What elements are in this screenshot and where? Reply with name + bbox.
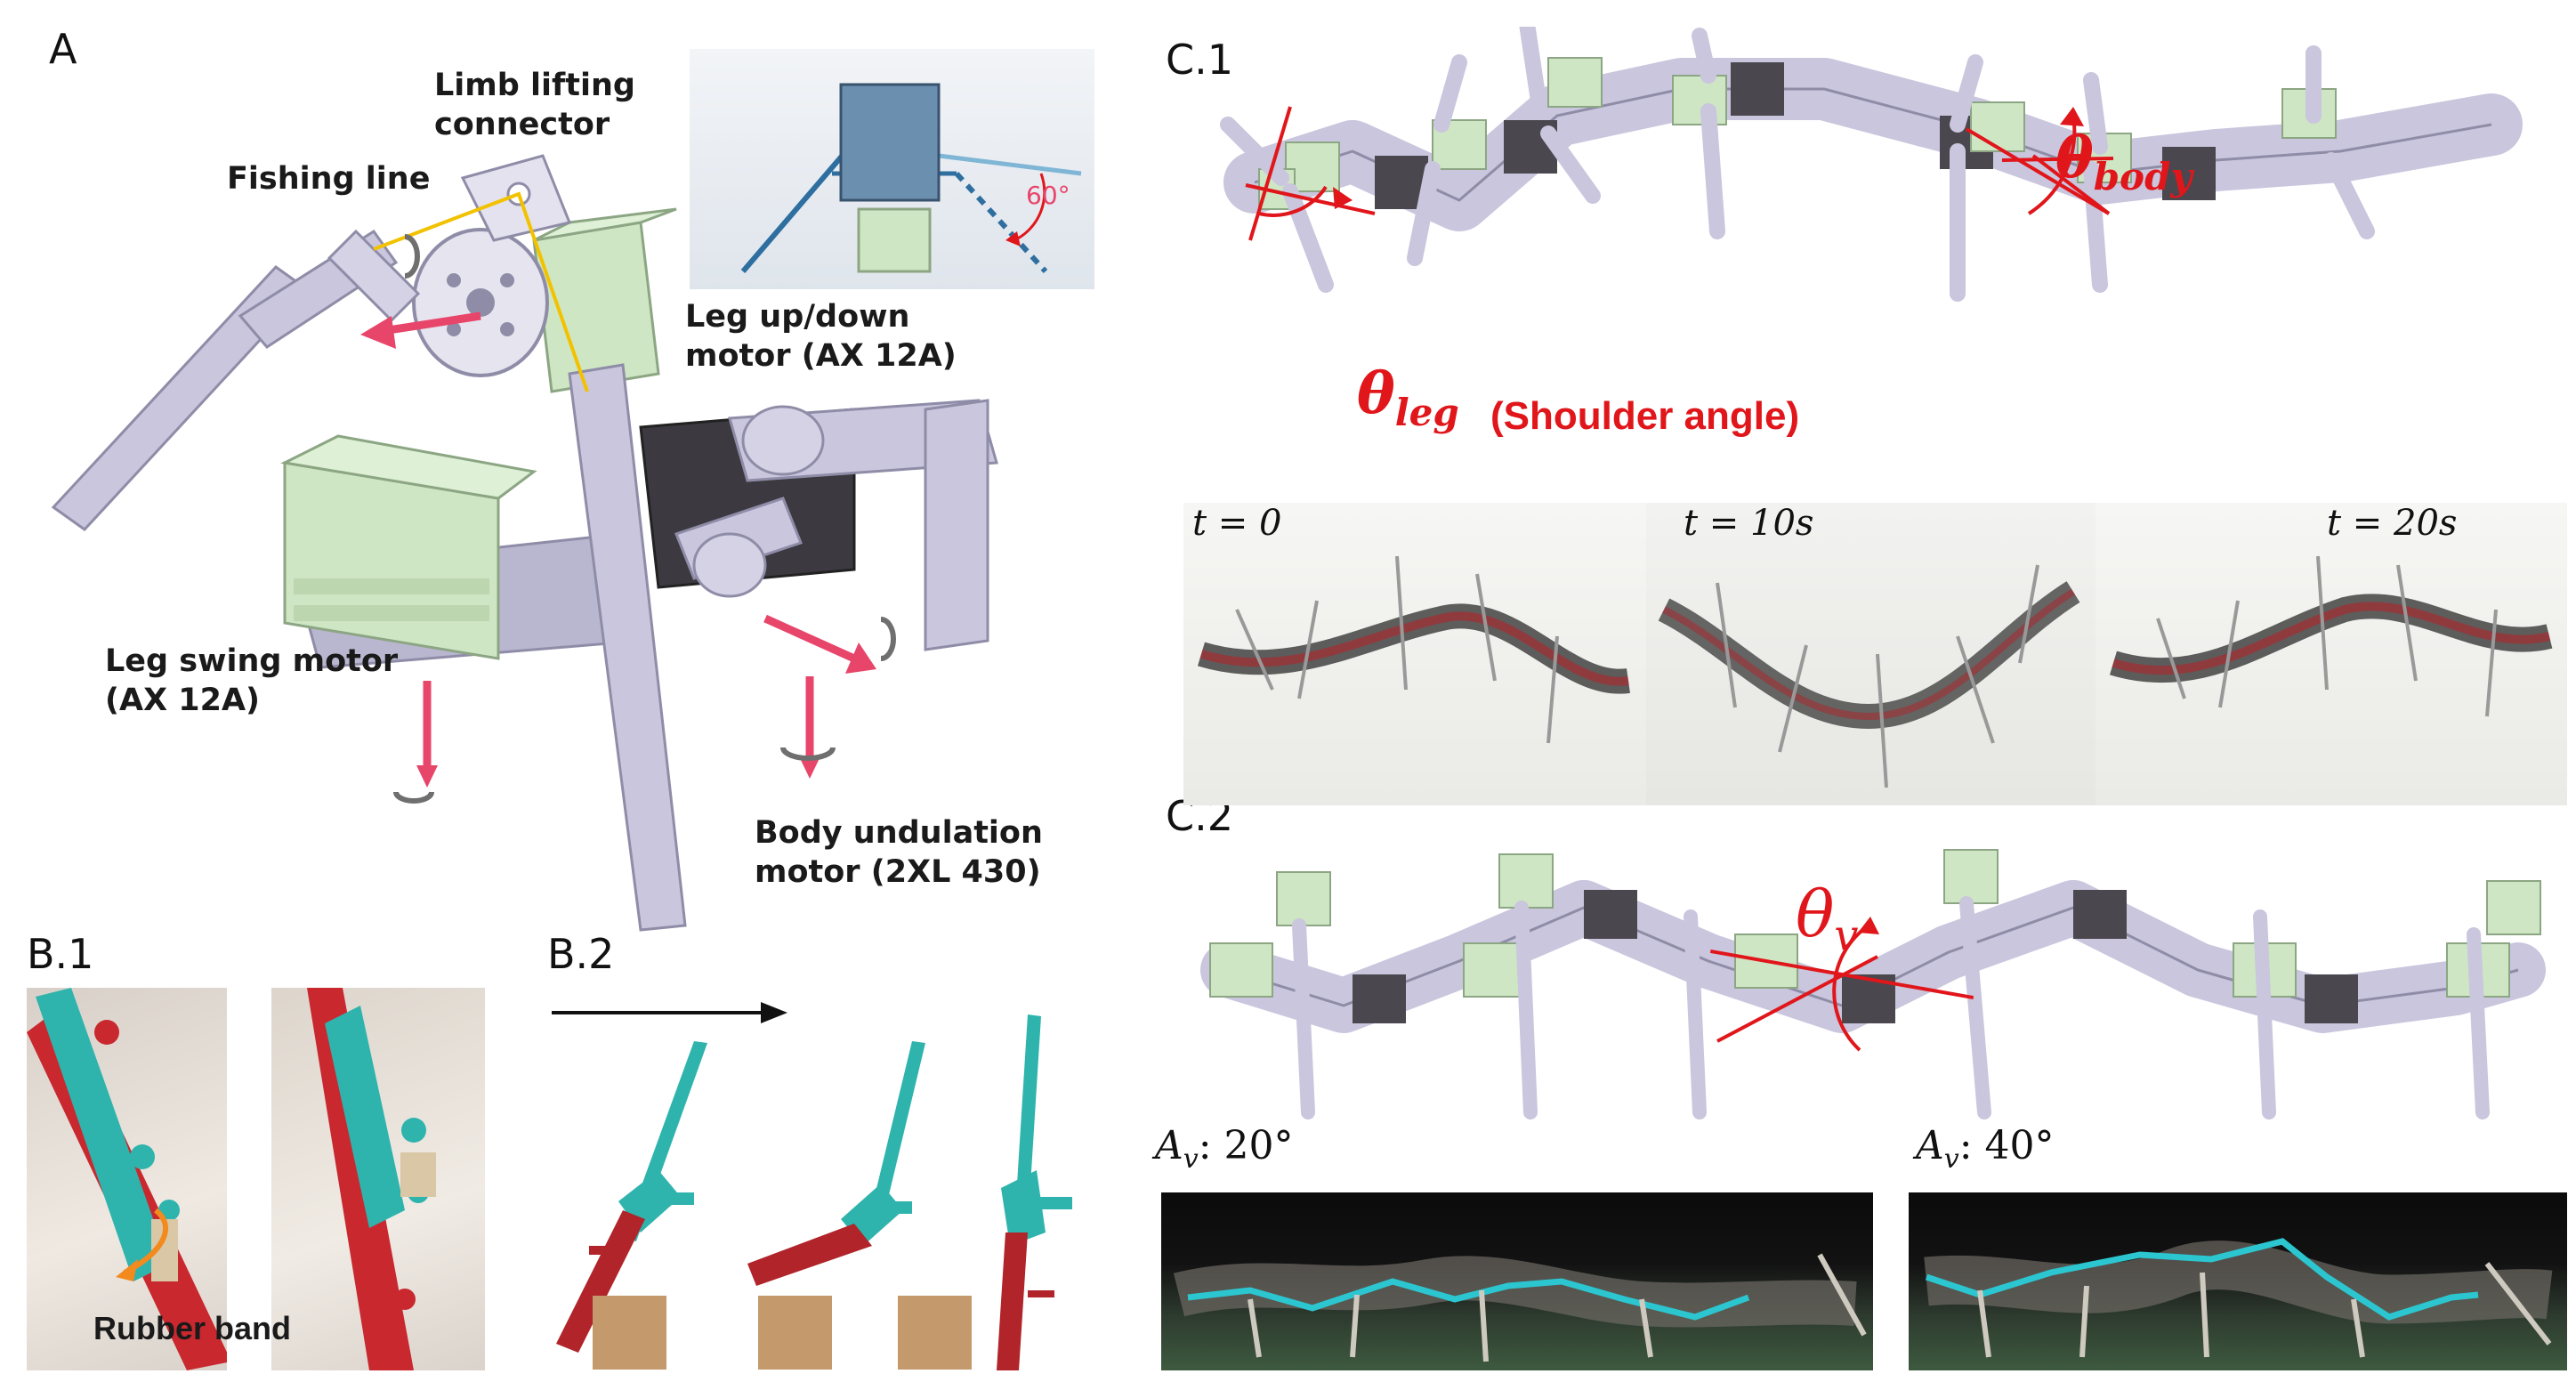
label-shoulder-angle: (Shoulder angle) [1490, 394, 1800, 438]
panel-label-b1: B.1 [27, 930, 94, 978]
panel-b2-illustration [534, 979, 1148, 1379]
c1-photo-t20 [2096, 503, 2567, 805]
time-label-0: t = 0 [1192, 503, 1282, 544]
b1-photo-left [27, 988, 227, 1370]
c2-photo-amplitude-20 [1161, 1192, 1873, 1370]
inset-leg-spread-image: 60° [690, 49, 1094, 289]
panel-label-a: A [49, 25, 77, 73]
theta-leg-label: θleg [1357, 360, 1459, 434]
c1-photo-t0 [1183, 503, 1646, 805]
leg-swing-motor-body [280, 434, 537, 660]
panel-a-illustration [0, 0, 1121, 943]
theta-leg-subscript: leg [1394, 390, 1459, 434]
b1-photo-right [271, 988, 485, 1370]
theta-v-label: θv [1796, 877, 1859, 961]
label-leg-up-down-motor: Leg up/down motor (AX 12A) [685, 299, 957, 374]
c2-robot-side-view [1166, 828, 2572, 1121]
label-rubber-band: Rubber band [93, 1310, 291, 1346]
label-fishing-line: Fishing line [227, 161, 431, 197]
amp-right-sub: v [1943, 1143, 1959, 1175]
theta-v-subscript: v [1834, 910, 1859, 961]
amp-left-sub: v [1183, 1143, 1199, 1175]
time-label-20s: t = 20s [2327, 503, 2458, 544]
b2-leg-2 [747, 1041, 925, 1370]
c2-photo-amplitude-40 [1909, 1192, 2567, 1370]
c1-photo-t10 [1646, 503, 2096, 805]
rotation-arrows [360, 311, 876, 788]
panel-label-c1: C.1 [1166, 36, 1234, 84]
b2-leg-3 [898, 1014, 1072, 1370]
amplitude-right-label: Av: 40° [1916, 1123, 2055, 1175]
inset-angle-label: 60° [1026, 181, 1070, 210]
panel-label-b2: B.2 [547, 930, 615, 978]
theta-body-label: θbody [2055, 125, 2192, 198]
label-body-undulation-motor: Body undulation motor (2XL 430) [755, 815, 1043, 890]
label-limb-lifting-connector: Limb lifting connector [434, 68, 635, 142]
theta-body-subscript: body [2093, 154, 2192, 198]
b2-leg-1 [556, 1041, 707, 1370]
label-leg-swing-motor: Leg swing motor (AX 12A) [105, 643, 399, 718]
c1-robot-top-view [1175, 27, 2567, 472]
leg-up-down-motor-body [532, 207, 677, 393]
leg-module-render [51, 154, 998, 932]
time-label-10s: t = 10s [1684, 503, 1814, 544]
amplitude-left-label: Av: 20° [1155, 1123, 1294, 1175]
